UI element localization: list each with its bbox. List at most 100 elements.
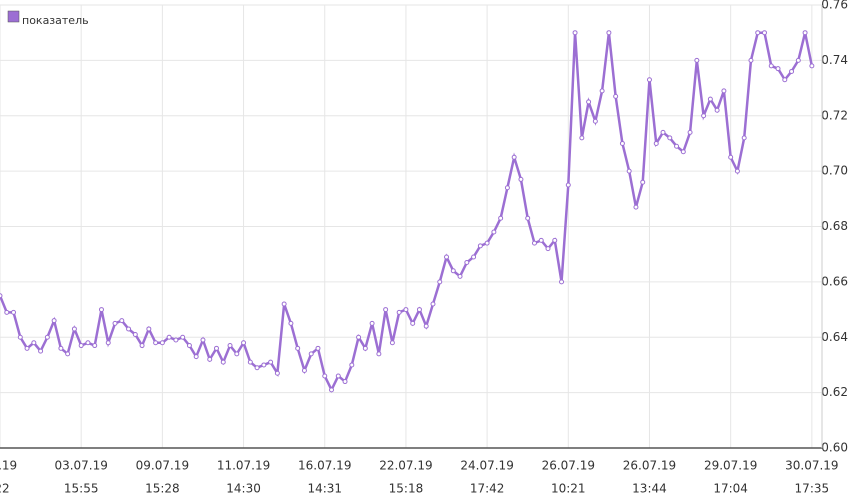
- point: [613, 93, 619, 99]
- point: [748, 57, 754, 63]
- point: [38, 348, 44, 354]
- point: [92, 343, 98, 349]
- x-tick-label: 29.07.19: [704, 459, 757, 473]
- y-tick-label: 0.74: [821, 53, 848, 67]
- point: [173, 337, 179, 343]
- point: [44, 334, 50, 340]
- point: [734, 168, 740, 174]
- x-tick-time: 14:31: [307, 482, 342, 496]
- point: [552, 237, 558, 243]
- point: [775, 66, 781, 72]
- point: [322, 373, 328, 379]
- point: [511, 154, 517, 160]
- point: [207, 356, 213, 362]
- point: [450, 268, 456, 274]
- point: [85, 340, 91, 346]
- point: [0, 293, 3, 299]
- x-tick-label: 22.07.19: [379, 459, 432, 473]
- point: [241, 340, 247, 346]
- point: [545, 246, 551, 252]
- point: [186, 343, 192, 349]
- point: [707, 96, 713, 102]
- point: [369, 320, 375, 326]
- point: [728, 154, 734, 160]
- point: [572, 30, 578, 36]
- point: [660, 129, 666, 135]
- point: [667, 135, 673, 141]
- point: [153, 340, 159, 346]
- point: [193, 354, 199, 360]
- point: [65, 351, 71, 357]
- point: [24, 345, 30, 351]
- point: [105, 340, 111, 346]
- point: [504, 185, 510, 191]
- point: [721, 88, 727, 94]
- point: [315, 345, 321, 351]
- point: [768, 63, 774, 69]
- point: [389, 340, 395, 346]
- point: [403, 307, 409, 313]
- y-tick-label: 0.66: [821, 274, 848, 288]
- point: [11, 309, 17, 315]
- point: [268, 359, 274, 365]
- point: [166, 334, 172, 340]
- point: [680, 149, 686, 155]
- point: [606, 30, 612, 36]
- point: [498, 215, 504, 221]
- point: [180, 334, 186, 340]
- point: [444, 254, 450, 260]
- point: [619, 140, 625, 146]
- point: [559, 279, 565, 285]
- legend-swatch: [7, 10, 20, 23]
- point: [579, 135, 585, 141]
- point: [694, 57, 700, 63]
- point: [538, 237, 544, 243]
- y-tick-label: 0.64: [821, 330, 848, 344]
- point: [4, 309, 10, 315]
- point: [119, 318, 125, 324]
- point: [586, 99, 592, 105]
- point: [288, 320, 294, 326]
- point: [701, 113, 707, 119]
- point: [410, 320, 416, 326]
- point: [112, 320, 118, 326]
- point: [565, 182, 571, 188]
- x-tick-time: 17:42: [470, 482, 505, 496]
- x-tick-label: 30.07.19: [785, 459, 838, 473]
- point: [646, 77, 652, 83]
- x-tick-label: 09.07.19: [136, 459, 189, 473]
- point: [653, 140, 659, 146]
- point: [126, 326, 132, 332]
- point: [247, 359, 253, 365]
- point: [335, 373, 341, 379]
- x-tick-time: 13:44: [632, 482, 667, 496]
- point: [200, 337, 206, 343]
- y-tick-label: 0.62: [821, 385, 848, 399]
- x-tick-label: 11.07.19: [217, 459, 270, 473]
- x-tick-label: 03.07.19: [54, 459, 107, 473]
- x-tick-time: 15:55: [64, 482, 99, 496]
- point: [626, 168, 632, 174]
- point: [220, 359, 226, 365]
- point: [599, 88, 605, 94]
- point: [98, 307, 104, 313]
- point: [789, 68, 795, 74]
- point: [491, 229, 497, 235]
- point: [518, 176, 524, 182]
- point: [31, 340, 37, 346]
- y-tick-label: 0.70: [821, 164, 848, 178]
- x-tick-label: 16.07.19: [298, 459, 351, 473]
- legend-label: показатель: [22, 14, 89, 27]
- point: [464, 259, 470, 265]
- point: [633, 204, 639, 210]
- point: [281, 301, 287, 307]
- point: [376, 351, 382, 357]
- point: [423, 323, 429, 329]
- point: [146, 326, 152, 332]
- point: [592, 118, 598, 124]
- y-tick-label: 0.60: [821, 441, 848, 455]
- point: [342, 379, 348, 385]
- point: [782, 77, 788, 83]
- point: [687, 129, 693, 135]
